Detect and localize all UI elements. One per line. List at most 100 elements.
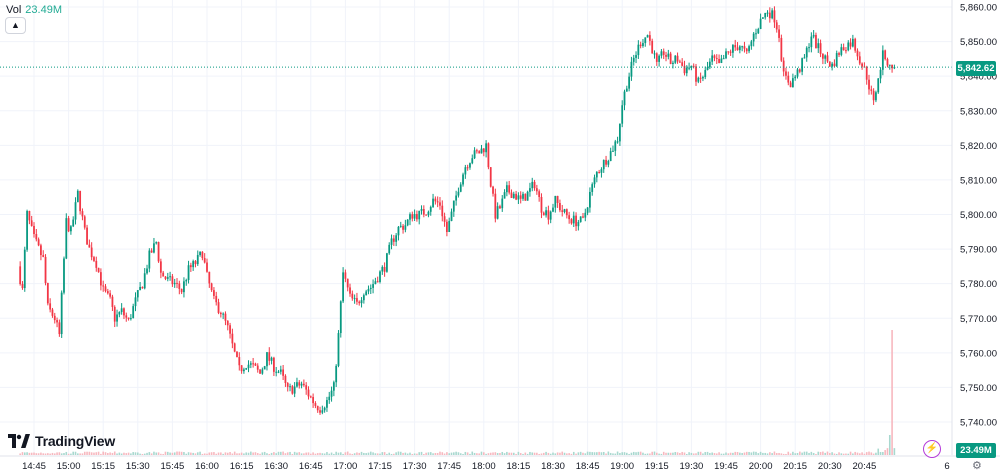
candle-body [741, 46, 744, 48]
volume-bar [773, 451, 776, 455]
volume-bar [360, 451, 363, 455]
candle-body [146, 268, 148, 274]
candle-body [755, 33, 757, 35]
candle-body [367, 289, 370, 292]
candle-body [441, 205, 444, 217]
time-axis[interactable]: 14:45 15:00 15:15 15:30 15:45 16:00 16:15 16:30… [0, 455, 1000, 472]
volume-bar [483, 452, 485, 455]
volume-bar [642, 452, 644, 455]
volume-bar [782, 453, 785, 455]
volume-bar [852, 453, 854, 455]
candle-body [856, 50, 859, 57]
candle-body [187, 265, 190, 280]
volume-bar [824, 452, 826, 455]
volume-bar [143, 453, 146, 455]
candle-body [715, 57, 718, 60]
volume-bar [870, 452, 873, 455]
candle-body [263, 366, 266, 370]
volume-bar [187, 452, 190, 455]
volume-bar [353, 453, 356, 455]
volume-bar [494, 452, 497, 455]
candle-body [123, 308, 125, 316]
candle-body [688, 67, 690, 69]
candle-body [102, 285, 105, 287]
candle-body [118, 312, 121, 315]
volume-bar [568, 453, 570, 455]
volume-bar [51, 452, 54, 455]
volume-bar [639, 451, 642, 455]
lightning-icon[interactable]: ⚡ [923, 440, 941, 458]
volume-bar [803, 451, 806, 455]
candle-body [436, 201, 439, 203]
y-tick-label: 5,820.00 [960, 141, 997, 152]
volume-bar [137, 452, 139, 455]
x-tick-label: 16:00 [195, 461, 219, 472]
volume-bar [519, 453, 522, 455]
volume-bar [572, 451, 575, 455]
candle-body [351, 293, 354, 299]
candle-body [74, 202, 77, 220]
volume-bar [303, 453, 305, 455]
volume-bar [570, 453, 573, 455]
volume-bar [796, 452, 799, 455]
candle-body [884, 50, 887, 60]
settings-icon[interactable]: ⚙ [972, 460, 982, 472]
volume-bar [453, 452, 455, 455]
x-tick-label: 18:30 [541, 461, 565, 472]
volume-bar [123, 452, 125, 455]
candle-body [618, 123, 621, 142]
current-price-tag: 5,842.62 [956, 61, 996, 76]
candle-body [180, 288, 183, 293]
candle-body [748, 46, 750, 52]
candle-body [406, 219, 409, 226]
tradingview-logo[interactable]: TradingView [8, 433, 115, 449]
volume-bar [429, 452, 432, 455]
candle-body [538, 191, 541, 198]
volume-bar [58, 452, 61, 455]
candle-body [319, 410, 321, 413]
candle-body [83, 216, 86, 228]
candle-body [540, 197, 543, 213]
volume-bar [450, 452, 453, 455]
candle-body [519, 195, 522, 199]
candle-body [134, 297, 137, 307]
price-axis[interactable]: 5,740.00 5,750.00 5,760.00 5,770.00 5,780.00… [951, 0, 997, 455]
candle-body [399, 225, 402, 227]
candle-body [653, 53, 656, 55]
volume-bar [446, 452, 448, 455]
candle-body [482, 148, 485, 153]
volume-bar [709, 452, 711, 455]
chevron-up-icon[interactable]: ▲ [5, 17, 26, 34]
candle-body [256, 365, 259, 370]
candle-body [302, 383, 305, 386]
x-tick-label: 15:30 [126, 461, 150, 472]
volume-bar [259, 453, 261, 455]
volume-bar [335, 451, 337, 455]
volume-bar [28, 452, 31, 455]
candle-body [849, 42, 852, 47]
candle-body [374, 281, 377, 285]
candle-body [284, 375, 287, 383]
volume-bar [695, 453, 697, 455]
candle-body [531, 181, 534, 189]
candle-body [53, 315, 56, 321]
candle-body [56, 320, 58, 323]
candle-body [778, 29, 780, 38]
candle-body [891, 64, 893, 69]
candle-body [535, 188, 538, 192]
volume-bar [372, 452, 374, 455]
candle-body [589, 191, 591, 208]
volume-bar [316, 453, 319, 455]
volume-bar [506, 451, 508, 455]
volume-bar [531, 452, 534, 455]
candle-body [697, 77, 700, 82]
volume-bar [556, 452, 559, 455]
candle-body [99, 272, 102, 286]
candle-body [332, 382, 335, 391]
volume-bar [130, 453, 132, 455]
candles [19, 6, 896, 415]
volume-bar [240, 452, 243, 455]
candle-body [602, 159, 605, 170]
brand-name: TradingView [35, 433, 116, 449]
